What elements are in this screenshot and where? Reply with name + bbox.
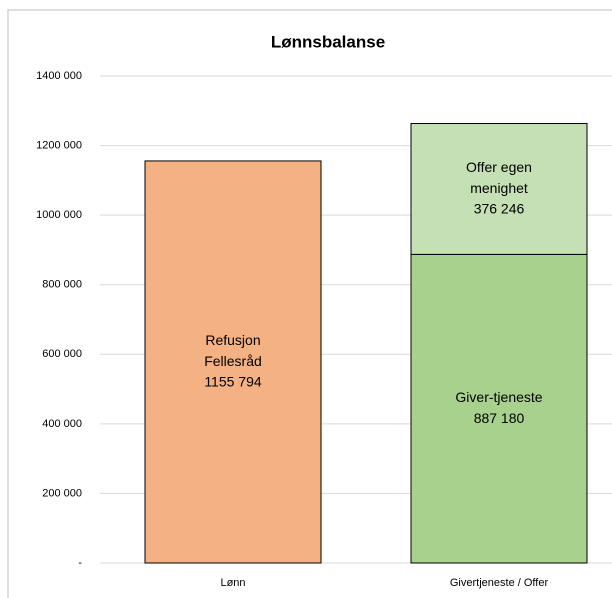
y-tick-label: 200 000 bbox=[42, 487, 82, 499]
data-label-value: 887 180 bbox=[474, 410, 525, 426]
y-tick-label: - bbox=[78, 557, 82, 569]
y-tick-label: 400 000 bbox=[42, 418, 82, 430]
x-tick-label: Givertjeneste / Offer bbox=[450, 577, 549, 589]
data-label-line: Giver-tjeneste bbox=[455, 389, 542, 405]
y-tick-label: 1000 000 bbox=[36, 209, 82, 221]
y-tick-label: 600 000 bbox=[42, 348, 82, 360]
data-label-name: Offer egen menighet bbox=[466, 159, 532, 196]
data-label-line: Fellesråd bbox=[204, 353, 262, 369]
chart-title: Lønnsbalanse bbox=[271, 32, 385, 51]
data-label-line: Refusjon bbox=[205, 332, 260, 348]
data-label-name: Giver-tjeneste bbox=[455, 389, 542, 405]
data-label-value: 376 246 bbox=[474, 201, 525, 217]
data-label-value: 1155 794 bbox=[204, 374, 262, 390]
data-label-line: menighet bbox=[470, 180, 528, 196]
data-label-line: Offer egen bbox=[466, 159, 532, 175]
bar-segment bbox=[410, 123, 588, 255]
y-tick-label: 1400 000 bbox=[36, 70, 82, 82]
bar-segment bbox=[410, 253, 588, 564]
y-tick-label: 800 000 bbox=[42, 279, 82, 291]
bar-segment bbox=[144, 160, 322, 564]
data-label-name: Refusjon Fellesråd bbox=[204, 332, 262, 369]
x-tick-label: Lønn bbox=[220, 577, 245, 589]
y-tick-label: 1200 000 bbox=[36, 139, 82, 151]
